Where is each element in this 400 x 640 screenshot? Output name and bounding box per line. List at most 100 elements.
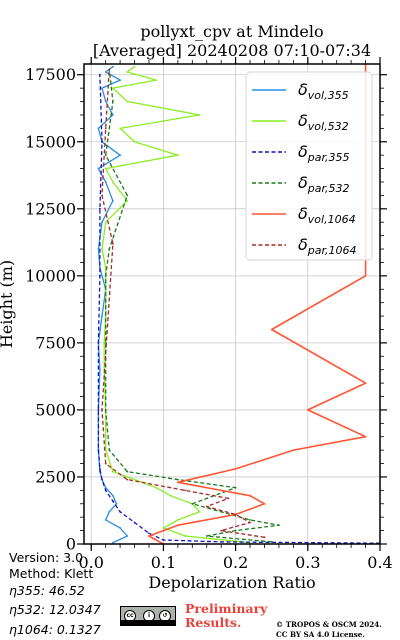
data-point-par1064 [234,513,237,516]
data-point-vol532 [104,221,107,224]
data-point-vol355 [104,71,107,73]
data-point-par532 [126,470,129,473]
data-point-par532 [234,486,237,489]
legend: δvol,355 δvol,532 δpar,355 δpar,532 δvol,106… [245,71,373,261]
y-tick-label: 15000 [25,132,76,151]
y-tick-label: 12500 [25,199,76,218]
data-point-par532 [104,409,107,411]
data-point-vol355 [112,541,114,544]
data-point-par1064 [205,505,208,508]
legend-label: δvol,1064 [298,204,356,226]
data-point-vol1064 [364,382,367,384]
data-point-par355 [119,510,121,513]
data-point-vol355 [104,486,107,489]
y-tick-label: 2500 [35,467,76,486]
method-text: Method: Klett [9,566,94,581]
data-point-par355 [220,541,223,543]
y-tick-label: 17500 [25,65,76,84]
data-point-vol532 [112,181,114,183]
plot-frame [83,63,381,545]
data-point-vol532 [198,114,201,116]
data-point-vol355 [112,65,114,68]
data-point-par1064 [101,194,103,197]
y-tick-label: 10000 [25,266,76,285]
data-point-par1064 [126,478,129,481]
data-point-vol355 [112,114,114,116]
data-point-vol532 [119,127,121,130]
x-tick-label: 0.0 [78,553,103,572]
data-point-vol532 [112,87,114,89]
data-point-par532 [112,100,114,103]
data-point-vol355 [119,79,121,81]
data-point-par355 [133,521,136,524]
x-tick-label: 0.2 [223,553,248,572]
copyright-line1: © TROPOS & OSCM 2024. [276,620,382,629]
data-point-par532 [249,519,251,521]
data-point-vol1064 [177,524,179,527]
data-point-par355 [97,409,100,411]
data-point-par532 [270,541,273,543]
data-point-par355 [99,73,101,76]
x-tick-label: 0.3 [295,553,320,572]
data-point-par355 [99,207,101,210]
data-point-vol532 [104,315,107,317]
data-point-par1064 [112,242,114,245]
y-tick-label: 5000 [35,400,76,419]
data-point-vol532 [155,486,158,489]
data-point-vol532 [177,519,179,521]
copyright-line2: CC BY SA 4.0 License. [276,630,365,639]
data-point-vol532 [169,494,172,497]
data-point-vol1064 [263,502,266,505]
data-point-vol532 [162,527,165,529]
x-tick-label: 0.4 [367,553,392,572]
badge-strip [121,620,175,625]
data-point-vol355 [104,100,107,103]
series-line-par1064 [101,69,265,538]
data-point-vol532 [198,510,201,513]
y-tick-label: 0 [66,535,76,554]
eta1064-text: η1064: 0.1327 [9,622,101,637]
data-point-vol355 [112,494,114,497]
data-point-par355 [148,532,150,535]
data-point-vol1064 [364,274,367,277]
data-point-vol532 [126,199,129,202]
data-point-vol532 [126,100,129,103]
data-point-vol532 [101,248,103,250]
data-point-par532 [104,274,107,277]
data-point-vol355 [101,221,103,224]
preliminary-results-note: Preliminary Results. [185,602,267,630]
series-line-vol1064 [148,64,367,544]
data-point-par1064 [249,521,251,524]
data-point-vol1064 [292,449,295,451]
data-point-par532 [234,529,237,532]
data-point-par355 [101,140,103,143]
data-point-par532 [278,524,280,527]
series-line-par532 [105,69,280,543]
data-point-vol355 [115,502,118,505]
data-point-par1064 [104,462,107,465]
data-point-par532 [108,449,111,451]
data-point-vol355 [104,181,107,183]
tick-labels: 0.0 0.1 0.2 0.3 0.4 0 2500 5000 7500 10000 12500 15… [25,65,393,572]
data-point-vol532 [184,535,187,537]
chart-title-line1: pollyxt_cpv at Mindelo [140,22,324,41]
data-point-par355 [99,274,101,277]
data-point-par355 [101,478,103,481]
preliminary-line2: Results. [185,615,242,630]
eta532-text: η532: 12.0347 [9,602,101,617]
data-point-vol1064 [364,435,367,438]
data-point-vol1064 [270,328,273,331]
data-point-vol355 [99,368,101,371]
data-point-vol532 [112,470,114,473]
data-point-vol355 [97,167,100,170]
data-point-vol532 [133,140,136,143]
y-tick-label: 7500 [35,333,76,352]
data-point-par532 [191,502,194,505]
legend-label: δpar,532 [298,173,350,195]
data-point-par532 [108,248,111,250]
data-point-vol355 [101,87,103,89]
data-point-vol355 [112,199,114,202]
data-point-vol355 [126,535,129,537]
data-point-vol532 [177,154,179,157]
data-point-vol355 [97,127,100,130]
